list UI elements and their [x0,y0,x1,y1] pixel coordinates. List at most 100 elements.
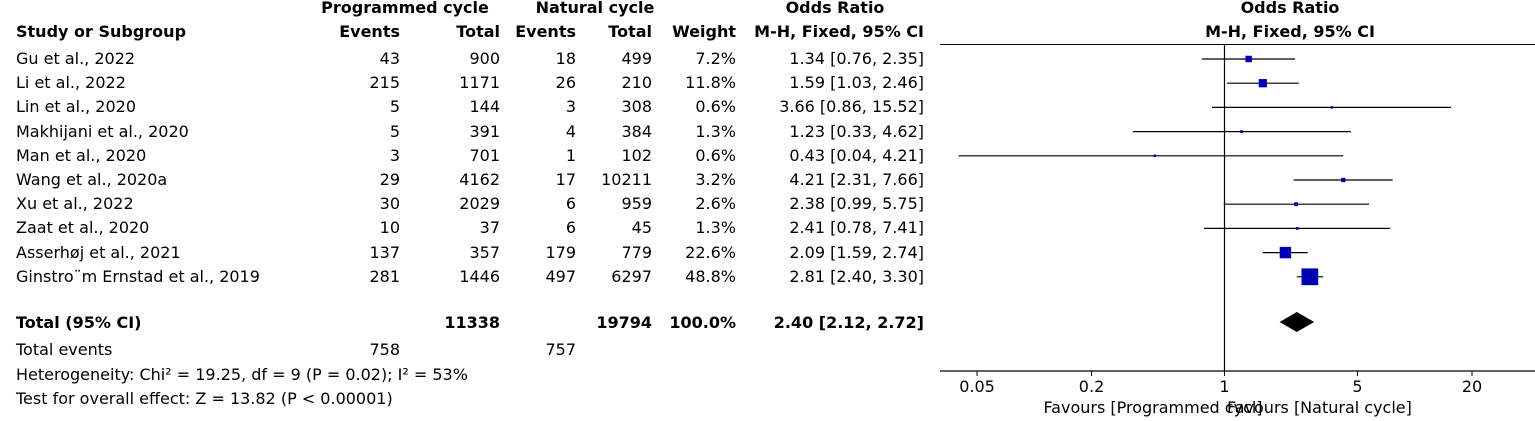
study-square [1245,55,1252,63]
study-square [1301,268,1319,286]
study-events-1: 43 [379,49,400,68]
header-total-1: Total [456,22,500,41]
study-total-2: 779 [621,242,652,262]
header-method-table: M-H, Fixed, 95% CI [754,22,924,41]
study-ci: 1.34 [0.76, 2.35] [789,49,924,68]
study-events-1: 215 [369,73,400,93]
study-total-2: 102 [621,145,652,165]
study-total-1: 701 [469,145,500,165]
study-ci: 4.21 [2.31, 7.66] [789,170,924,189]
study-weight: 48.8% [685,266,736,286]
study-events-2: 18 [555,49,576,68]
study-total-1: 391 [469,121,500,141]
header-programmed-cycle: Programmed cycle [321,0,489,17]
study-name: Ginstro¨m Ernstad et al., 2019 [16,266,260,286]
study-name: Man et al., 2020 [16,145,147,165]
header-total-2: Total [608,22,652,41]
total-weight: 100.0% [669,313,736,332]
study-events-1: 137 [369,242,400,262]
study-weight: 1.3% [695,218,736,238]
x-tick-label: 20 [1462,377,1482,396]
study-events-1: 281 [369,266,400,286]
study-total-2: 959 [621,194,652,214]
study-total-1: 1171 [459,73,500,93]
study-weight: 3.2% [695,170,736,189]
study-square [1295,227,1299,230]
study-weight: 0.6% [695,97,736,117]
study-ci: 2.81 [2.40, 3.30] [789,266,924,286]
study-square [1258,79,1267,88]
total-events-label: Total events [16,340,113,359]
study-events-2: 6 [565,194,576,214]
study-total-2: 6297 [611,266,652,286]
study-square [1240,130,1243,133]
forest-plot-svg: Odds Ratio M-H, Fixed, 95% CI 0.05 0.2 1 5 2… [940,0,1535,417]
study-weight: 0.6% [695,145,736,165]
header-study: Study or Subgroup [16,22,187,41]
study-ci: 2.41 [0.78, 7.41] [789,218,924,238]
study-total-2: 210 [621,73,652,93]
study-weight: 1.3% [695,121,736,141]
study-name: Asserhøj et al., 2021 [16,242,181,262]
study-weight: 2.6% [695,194,736,214]
study-name: Gu et al., 2022 [16,49,136,68]
study-name: Makhijani et al., 2020 [16,121,189,141]
study-total-2: 308 [621,97,652,117]
total-events-1: 758 [369,340,400,359]
study-name: Lin et al., 2020 [16,97,137,117]
study-total-1: 900 [469,49,500,68]
study-name: Xu et al., 2022 [16,194,134,214]
study-ci: 1.59 [1.03, 2.46] [789,73,924,93]
study-events-1: 30 [379,194,400,214]
study-events-2: 1 [565,145,576,165]
study-events-2: 4 [565,121,576,141]
study-square [1341,177,1346,183]
study-total-1: 144 [469,97,500,117]
study-events-2: 26 [555,73,576,93]
study-name: Li et al., 2022 [16,73,126,93]
header-natural-cycle: Natural cycle [535,0,655,17]
study-name: Wang et al., 2020a [16,170,168,189]
header-odds-ratio-table: Odds Ratio [785,0,885,17]
plot-marks: 0.05 0.2 1 5 20 [940,44,1535,396]
total-n2: 19794 [596,313,652,332]
x-tick-label: 5 [1352,377,1362,396]
study-total-1: 2029 [459,194,500,214]
study-square [1294,202,1299,207]
forest-table: Programmed cycle Natural cycle Odds Rati… [16,0,924,408]
study-events-2: 17 [555,170,576,189]
overall-effect-text: Test for overall effect: Z = 13.82 (P < … [16,389,393,408]
summary-diamond [1279,312,1315,332]
study-square [1330,106,1333,109]
study-events-1: 29 [379,170,400,189]
study-total-2: 384 [621,121,652,141]
study-weight: 7.2% [695,49,736,68]
study-ci: 0.43 [0.04, 4.21] [789,145,924,165]
header-weight: Weight [672,22,736,41]
study-ci: 2.09 [1.59, 2.74] [789,242,924,262]
study-events-2: 179 [545,242,576,262]
x-tick-label: 0.05 [959,377,995,396]
plot-method: M-H, Fixed, 95% CI [1205,22,1375,41]
study-events-1: 10 [379,218,400,238]
total-ci: 2.40 [2.12, 2.72] [773,313,924,332]
total-events-2: 757 [545,340,576,359]
study-name: Zaat et al., 2020 [16,218,150,238]
study-square [1279,246,1292,259]
total-n1: 11338 [444,313,500,332]
study-events-1: 3 [389,145,400,165]
study-events-1: 5 [389,97,400,117]
study-total-2: 10211 [601,170,652,189]
study-weight: 22.6% [685,242,736,262]
x-tick-label: 1 [1219,377,1229,396]
study-total-1: 37 [479,218,500,238]
study-total-2: 499 [621,49,652,68]
study-ci: 3.66 [0.86, 15.52] [779,97,924,117]
study-square [1153,154,1157,158]
study-total-1: 1446 [459,266,500,286]
favours-left-label: Favours [Programmed cycl] [1043,398,1262,417]
header-events-2: Events [515,22,576,41]
study-events-2: 6 [565,218,576,238]
study-total-2: 45 [631,218,652,238]
favours-right-label: Favours [Natural cycle] [1227,398,1412,417]
